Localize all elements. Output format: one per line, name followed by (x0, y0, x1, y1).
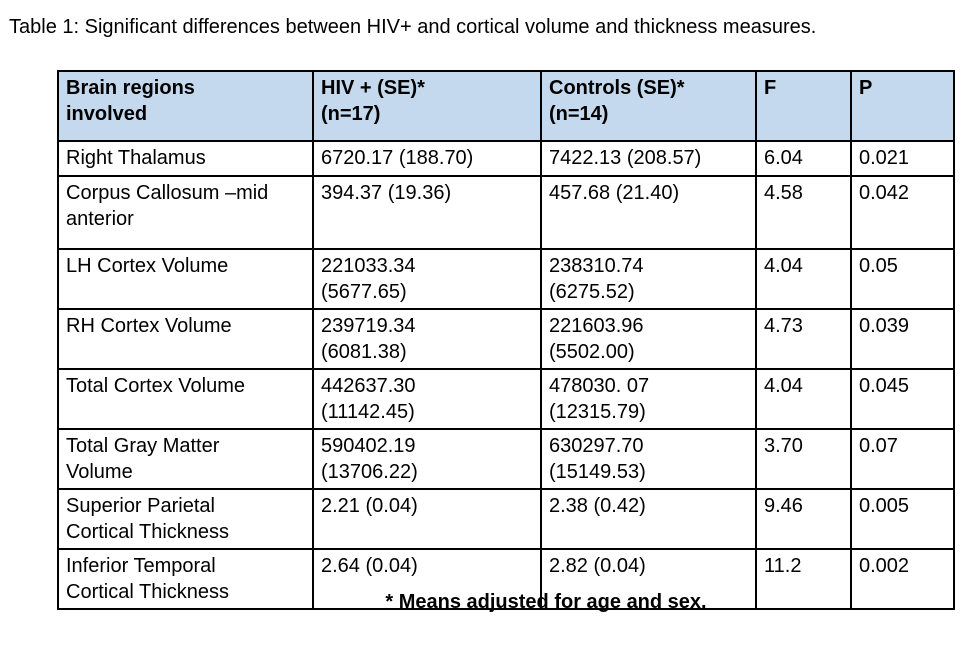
column-header-brain-regions: Brain regions involved (57, 70, 314, 142)
table-cell-region: Total Gray Matter Volume (57, 428, 314, 490)
table-cell-controls: 630297.70 (15149.53) (540, 428, 757, 490)
table-row-inferior-temporal: Inferior Temporal Cortical Thickness 2.6… (57, 548, 955, 610)
table-cell-region: Superior Parietal Cortical Thickness (57, 488, 314, 550)
table-cell-f: 4.73 (755, 308, 852, 370)
header-row: Brain regions involved HIV + (SE)* (n=17… (57, 70, 955, 142)
table-caption: Table 1: Significant differences between… (9, 16, 817, 38)
table-cell-region: RH Cortex Volume (57, 308, 314, 370)
table-cell-region: Total Cortex Volume (57, 368, 314, 430)
table-cell-f: 3.70 (755, 428, 852, 490)
table-row-rh-cortex: RH Cortex Volume 239719.34 (6081.38) 221… (57, 308, 955, 370)
table-cell-region: Right Thalamus (57, 140, 314, 177)
table-cell-p: 0.039 (850, 308, 955, 370)
table-cell-region: Inferior Temporal Cortical Thickness (57, 548, 314, 610)
table-cell-controls: 2.38 (0.42) (540, 488, 757, 550)
table-cell-region: Corpus Callosum –mid anterior (57, 175, 314, 250)
table-cell-f: 4.04 (755, 248, 852, 310)
table-cell-f: 11.2 (755, 548, 852, 610)
table-row-superior-parietal: Superior Parietal Cortical Thickness 2.2… (57, 488, 955, 550)
table-cell-p: 0.05 (850, 248, 955, 310)
table-row-total-cortex: Total Cortex Volume 442637.30 (11142.45)… (57, 368, 955, 430)
results-table: Brain regions involved HIV + (SE)* (n=17… (57, 70, 955, 610)
table-cell-hiv: 2.21 (0.04) (312, 488, 542, 550)
table-cell-p: 0.045 (850, 368, 955, 430)
table-cell-f: 6.04 (755, 140, 852, 177)
column-header-f: F (755, 70, 852, 142)
table-cell-p: 0.002 (850, 548, 955, 610)
column-header-hiv: HIV + (SE)* (n=17) (312, 70, 542, 142)
table-cell-p: 0.005 (850, 488, 955, 550)
table-cell-controls: 457.68 (21.40) (540, 175, 757, 250)
table-footnote: * Means adjusted for age and sex. (385, 591, 707, 613)
table-row-right-thalamus: Right Thalamus 6720.17 (188.70) 7422.13 … (57, 140, 955, 177)
table-cell-hiv: 590402.19 (13706.22) (312, 428, 542, 490)
table-cell-controls: 221603.96 (5502.00) (540, 308, 757, 370)
table-cell-hiv: 2.64 (0.04) (312, 548, 542, 610)
table-row-corpus-callosum: Corpus Callosum –mid anterior 394.37 (19… (57, 175, 955, 250)
table-cell-hiv: 442637.30 (11142.45) (312, 368, 542, 430)
table-cell-p: 0.042 (850, 175, 955, 250)
table-cell-controls: 7422.13 (208.57) (540, 140, 757, 177)
table-cell-hiv: 239719.34 (6081.38) (312, 308, 542, 370)
table-cell-f: 4.58 (755, 175, 852, 250)
table-cell-region: LH Cortex Volume (57, 248, 314, 310)
table-cell-f: 4.04 (755, 368, 852, 430)
table-row-lh-cortex: LH Cortex Volume 221033.34 (5677.65) 238… (57, 248, 955, 310)
table-row-total-gray-matter: Total Gray Matter Volume 590402.19 (1370… (57, 428, 955, 490)
table-cell-controls: 238310.74 (6275.52) (540, 248, 757, 310)
column-header-controls: Controls (SE)* (n=14) (540, 70, 757, 142)
table-cell-hiv: 6720.17 (188.70) (312, 140, 542, 177)
table-cell-controls: 2.82 (0.04) (540, 548, 757, 610)
column-header-p: P (850, 70, 955, 142)
table-cell-controls: 478030. 07 (12315.79) (540, 368, 757, 430)
table-cell-p: 0.021 (850, 140, 955, 177)
table-cell-f: 9.46 (755, 488, 852, 550)
table-cell-hiv: 221033.34 (5677.65) (312, 248, 542, 310)
table-cell-hiv: 394.37 (19.36) (312, 175, 542, 250)
table-cell-p: 0.07 (850, 428, 955, 490)
